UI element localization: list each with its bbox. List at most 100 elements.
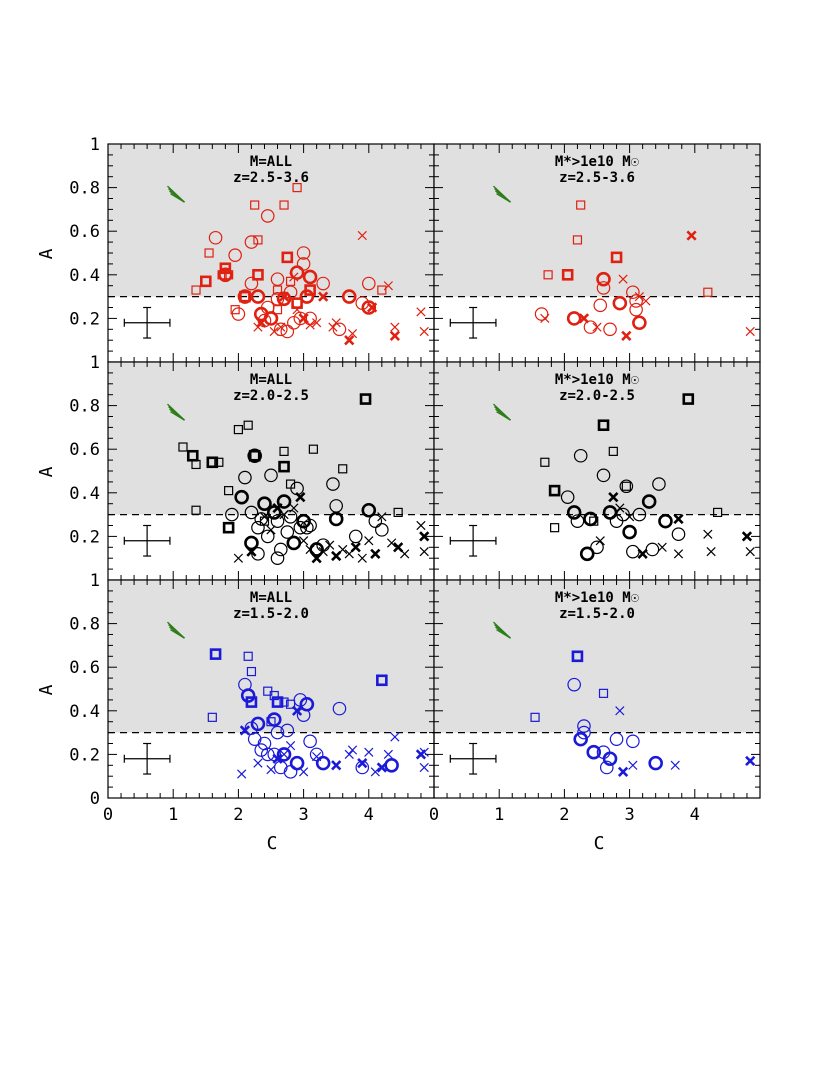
square-marker	[713, 507, 723, 518]
data-markers	[178, 393, 430, 565]
circle-marker	[228, 248, 242, 262]
square-marker	[393, 507, 403, 518]
square-marker	[571, 650, 584, 663]
cross-marker	[350, 542, 361, 553]
circle-marker	[612, 295, 628, 311]
square-marker	[543, 270, 553, 280]
cross-marker	[331, 318, 341, 328]
circle-marker	[361, 276, 376, 291]
cross-marker	[298, 767, 309, 777]
y-tick-label: 0.8	[69, 397, 100, 417]
circle-marker	[247, 732, 262, 746]
cross-marker	[383, 281, 393, 291]
direction-arrow-mark	[170, 193, 185, 203]
square-marker	[610, 251, 623, 264]
cross-marker	[419, 747, 429, 757]
cross-marker	[416, 307, 426, 317]
cross-marker	[634, 291, 645, 302]
panel-label-mass: M*>1e10 M☉	[555, 590, 639, 606]
shaded-region	[108, 580, 434, 733]
circle-marker	[648, 755, 663, 771]
circle-marker	[629, 302, 643, 317]
circle-marker	[303, 734, 317, 749]
circle-marker	[251, 547, 265, 561]
circle-marker	[234, 489, 249, 505]
circle-marker	[289, 265, 305, 280]
circle-marker	[596, 468, 611, 483]
x-tick-label: 0	[429, 805, 439, 825]
circle-marker	[254, 743, 269, 757]
cross-marker	[312, 318, 322, 328]
circle-marker	[609, 732, 624, 746]
circle-marker	[609, 514, 624, 528]
square-marker	[548, 484, 561, 497]
square-marker	[682, 393, 695, 405]
circle-marker	[231, 307, 246, 321]
circle-marker	[296, 257, 311, 271]
panel-frame	[433, 579, 761, 799]
square-marker	[279, 697, 289, 707]
circle-marker	[645, 542, 660, 557]
cross-marker	[279, 749, 289, 760]
cross-marker	[745, 547, 755, 557]
panel-label-redshift: z=2.5-3.6	[559, 170, 635, 186]
cross-marker	[285, 741, 296, 751]
circle-marker	[375, 523, 389, 537]
cross-marker	[419, 762, 429, 773]
square-marker	[204, 248, 214, 258]
square-marker	[308, 444, 318, 454]
y-tick-label: 0.4	[69, 484, 100, 504]
cross-marker	[289, 272, 299, 282]
square-marker	[191, 459, 201, 470]
square-marker	[219, 262, 232, 275]
cross-marker	[628, 760, 638, 770]
circle-marker	[280, 525, 295, 539]
circle-marker	[286, 535, 302, 551]
circle-marker	[596, 281, 611, 295]
cross-marker	[366, 302, 378, 313]
circle-marker	[250, 289, 266, 304]
x-tick-label: 2	[233, 805, 243, 825]
cross-marker	[233, 553, 244, 563]
cross-marker	[357, 553, 367, 563]
square-marker	[178, 442, 188, 452]
cross-marker	[318, 291, 329, 302]
circle-marker	[244, 505, 259, 520]
circle-marker	[247, 448, 262, 464]
shaded-region	[434, 144, 760, 297]
circle-marker	[332, 322, 347, 337]
cross-marker	[239, 725, 251, 736]
circle-marker	[355, 760, 370, 775]
y-tick-label: 0.4	[69, 266, 100, 286]
square-marker	[279, 446, 289, 456]
square-marker	[540, 457, 550, 467]
square-marker	[598, 688, 609, 698]
circle-marker	[276, 747, 292, 762]
x-axis-title-col1: C	[594, 833, 605, 854]
cross-marker	[376, 762, 387, 773]
circle-marker	[567, 677, 581, 692]
square-marker	[272, 285, 283, 295]
circle-marker	[602, 751, 618, 767]
circle-marker	[603, 322, 617, 337]
cross-marker	[312, 751, 322, 762]
cross-marker	[357, 230, 367, 241]
square-marker	[278, 460, 290, 473]
shaded-region	[434, 580, 760, 733]
circle-marker	[244, 276, 259, 291]
square-marker	[621, 481, 631, 491]
circle-marker	[596, 271, 611, 287]
cross-marker	[703, 529, 713, 539]
circle-marker	[289, 755, 305, 771]
circle-marker	[368, 514, 383, 528]
y-axis-title-row2: A	[36, 684, 57, 695]
cross-marker	[377, 512, 387, 522]
circle-marker	[583, 320, 598, 334]
direction-arrow-mark	[496, 193, 511, 203]
cross-marker	[670, 760, 680, 770]
x-tick-label: 1	[168, 805, 178, 825]
square-marker	[561, 268, 574, 281]
square-marker	[200, 275, 212, 288]
